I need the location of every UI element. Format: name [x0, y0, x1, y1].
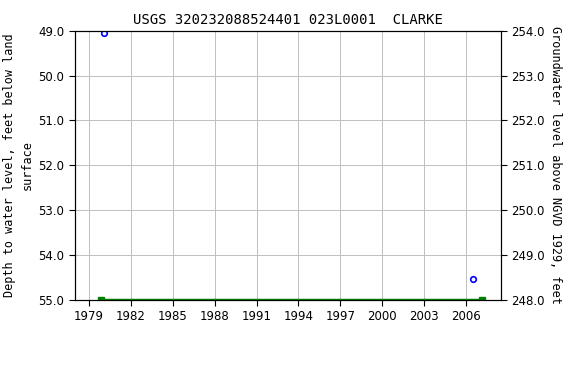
Title: USGS 320232088524401 023L0001  CLARKE: USGS 320232088524401 023L0001 CLARKE [133, 13, 443, 27]
Y-axis label: Groundwater level above NGVD 1929, feet: Groundwater level above NGVD 1929, feet [550, 26, 562, 304]
Y-axis label: Depth to water level, feet below land
surface: Depth to water level, feet below land su… [3, 33, 34, 297]
